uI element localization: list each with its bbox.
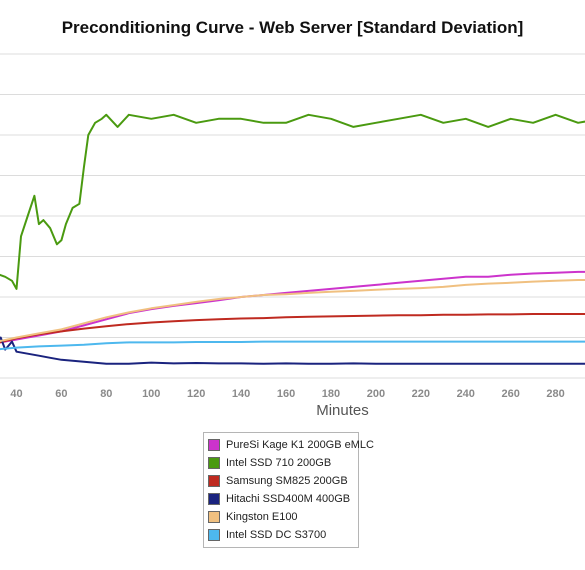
series-line-2 (0, 313, 585, 344)
x-tick-label: 160 (277, 388, 295, 400)
series-line-1 (0, 113, 585, 290)
series-line-5 (0, 340, 585, 351)
legend-label: Kingston E100 (226, 511, 298, 523)
legend-label: Intel SSD 710 200GB (226, 457, 332, 469)
x-tick-label: 200 (367, 388, 385, 400)
legend: PureSi Kage K1 200GB eMLC Intel SSD 710 2… (203, 432, 374, 548)
x-tick-label: 40 (10, 388, 22, 400)
legend-swatch (208, 439, 220, 451)
x-tick-label: 60 (55, 388, 67, 400)
legend-swatch (208, 457, 220, 469)
x-tick-label: 80 (100, 388, 112, 400)
legend-item: Hitachi SSD400M 400GB (208, 490, 354, 508)
legend-label: Hitachi SSD400M 400GB (226, 493, 351, 505)
gridlines (0, 53, 585, 379)
x-axis-label: Minutes (316, 402, 369, 419)
x-tick-label: 220 (412, 388, 430, 400)
legend-item: Intel SSD DC S3700 (208, 526, 354, 544)
x-tick-label: 180 (322, 388, 340, 400)
legend-label: PureSi Kage K1 200GB eMLC (226, 439, 374, 451)
legend-item: Samsung SM825 200GB (208, 472, 354, 490)
legend-swatch (208, 529, 220, 541)
x-tick-label: 120 (187, 388, 205, 400)
legend-label: Samsung SM825 200GB (226, 475, 348, 487)
series-line-0 (0, 270, 585, 344)
legend-swatch (208, 511, 220, 523)
series-lines (0, 113, 585, 365)
x-tick-label: 260 (501, 388, 519, 400)
chart-title: Preconditioning Curve - Web Server [Stan… (61, 18, 524, 37)
series-line-4 (0, 279, 585, 343)
legend-swatch (208, 493, 220, 505)
series-line-3 (0, 336, 585, 365)
x-tick-label: 280 (546, 388, 564, 400)
legend-label: Intel SSD DC S3700 (226, 529, 327, 541)
legend-swatch (208, 475, 220, 487)
x-tick-label: 100 (142, 388, 160, 400)
x-axis: 406080100120140160180200220240260280300 (10, 388, 564, 400)
x-tick-label: 240 (457, 388, 475, 400)
legend-item: Intel SSD 710 200GB (208, 454, 354, 472)
x-tick-label: 140 (232, 388, 250, 400)
legend-item: Kingston E100 (208, 508, 354, 526)
legend-item: PureSi Kage K1 200GB eMLC (208, 436, 374, 454)
